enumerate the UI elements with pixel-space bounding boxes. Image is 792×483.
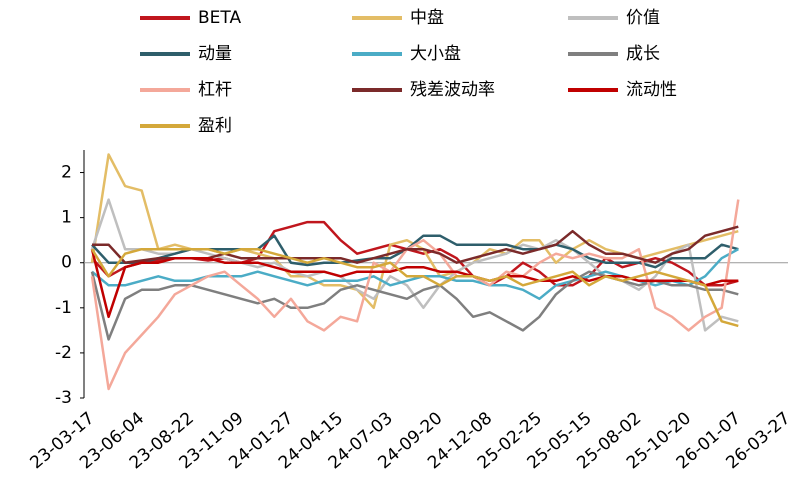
- y-tick-label: 1: [61, 208, 72, 228]
- series-line: [90, 198, 739, 332]
- legend-label: 盈利: [198, 116, 232, 136]
- y-tick-label: 0: [61, 253, 72, 273]
- legend-label: 动量: [198, 44, 232, 64]
- series-line: [90, 247, 739, 328]
- legend-label: 杠杆: [198, 80, 232, 100]
- y-tick-label: -2: [55, 343, 72, 363]
- series-line: [90, 270, 739, 341]
- legend-label: 流动性: [626, 80, 677, 100]
- series-line: [90, 199, 740, 391]
- legend-label: 大小盘: [410, 44, 461, 64]
- y-tick-label: 2: [61, 163, 72, 183]
- y-tick-label: -1: [55, 298, 72, 318]
- y-tick-label: -3: [55, 388, 72, 408]
- legend-label: 成长: [626, 44, 660, 64]
- legend-label: BETA: [198, 8, 241, 28]
- legend-label: 残差波动率: [410, 80, 495, 100]
- legend-label: 价值: [626, 8, 660, 28]
- legend-label: 中盘: [410, 8, 444, 28]
